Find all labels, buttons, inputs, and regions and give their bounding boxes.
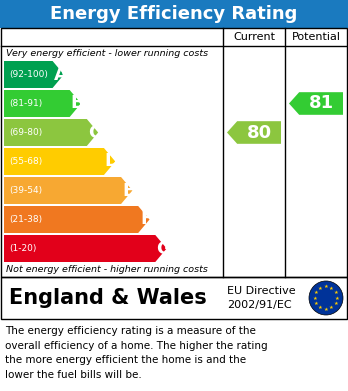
Text: ★: ★: [335, 296, 339, 301]
Polygon shape: [4, 148, 115, 175]
Polygon shape: [289, 92, 343, 115]
Text: The energy efficiency rating is a measure of the
overall efficiency of a home. T: The energy efficiency rating is a measur…: [5, 326, 268, 380]
Text: C: C: [88, 124, 101, 142]
Bar: [0, 0, 348, 28]
Text: ★: ★: [318, 305, 323, 310]
Text: (21-38): (21-38): [9, 215, 42, 224]
Text: B: B: [71, 95, 85, 113]
Text: ★: ★: [329, 286, 334, 291]
Text: D: D: [104, 152, 119, 170]
Circle shape: [309, 281, 343, 315]
Text: 81: 81: [309, 95, 334, 113]
Text: ★: ★: [333, 301, 338, 306]
Text: 80: 80: [246, 124, 272, 142]
Text: E: E: [123, 181, 135, 199]
Text: ★: ★: [333, 290, 338, 295]
Text: ★: ★: [318, 286, 323, 291]
Polygon shape: [4, 119, 98, 146]
Polygon shape: [4, 177, 132, 204]
Bar: [1, 277, 347, 319]
Text: England & Wales: England & Wales: [9, 288, 207, 308]
Text: Energy Efficiency Rating: Energy Efficiency Rating: [50, 5, 298, 23]
Polygon shape: [227, 121, 281, 144]
Text: ★: ★: [324, 284, 329, 289]
Text: ★: ★: [329, 305, 334, 310]
Polygon shape: [4, 206, 150, 233]
Text: (69-80): (69-80): [9, 128, 42, 137]
Polygon shape: [4, 90, 81, 117]
Text: ★: ★: [314, 290, 319, 295]
Text: (1-20): (1-20): [9, 244, 37, 253]
Bar: [1, 28, 347, 277]
Polygon shape: [4, 235, 167, 262]
Text: Potential: Potential: [292, 32, 340, 42]
Text: (55-68): (55-68): [9, 157, 42, 166]
Text: (39-54): (39-54): [9, 186, 42, 195]
Text: F: F: [140, 210, 152, 228]
Polygon shape: [4, 61, 64, 88]
Text: ★: ★: [324, 307, 329, 312]
Text: A: A: [54, 66, 68, 84]
Text: ★: ★: [313, 296, 317, 301]
Text: ★: ★: [314, 301, 319, 306]
Text: Current: Current: [233, 32, 275, 42]
Text: G: G: [156, 240, 171, 258]
Text: EU Directive
2002/91/EC: EU Directive 2002/91/EC: [227, 286, 295, 310]
Text: (92-100): (92-100): [9, 70, 48, 79]
Text: Very energy efficient - lower running costs: Very energy efficient - lower running co…: [6, 48, 208, 57]
Text: Not energy efficient - higher running costs: Not energy efficient - higher running co…: [6, 265, 208, 274]
Text: (81-91): (81-91): [9, 99, 42, 108]
